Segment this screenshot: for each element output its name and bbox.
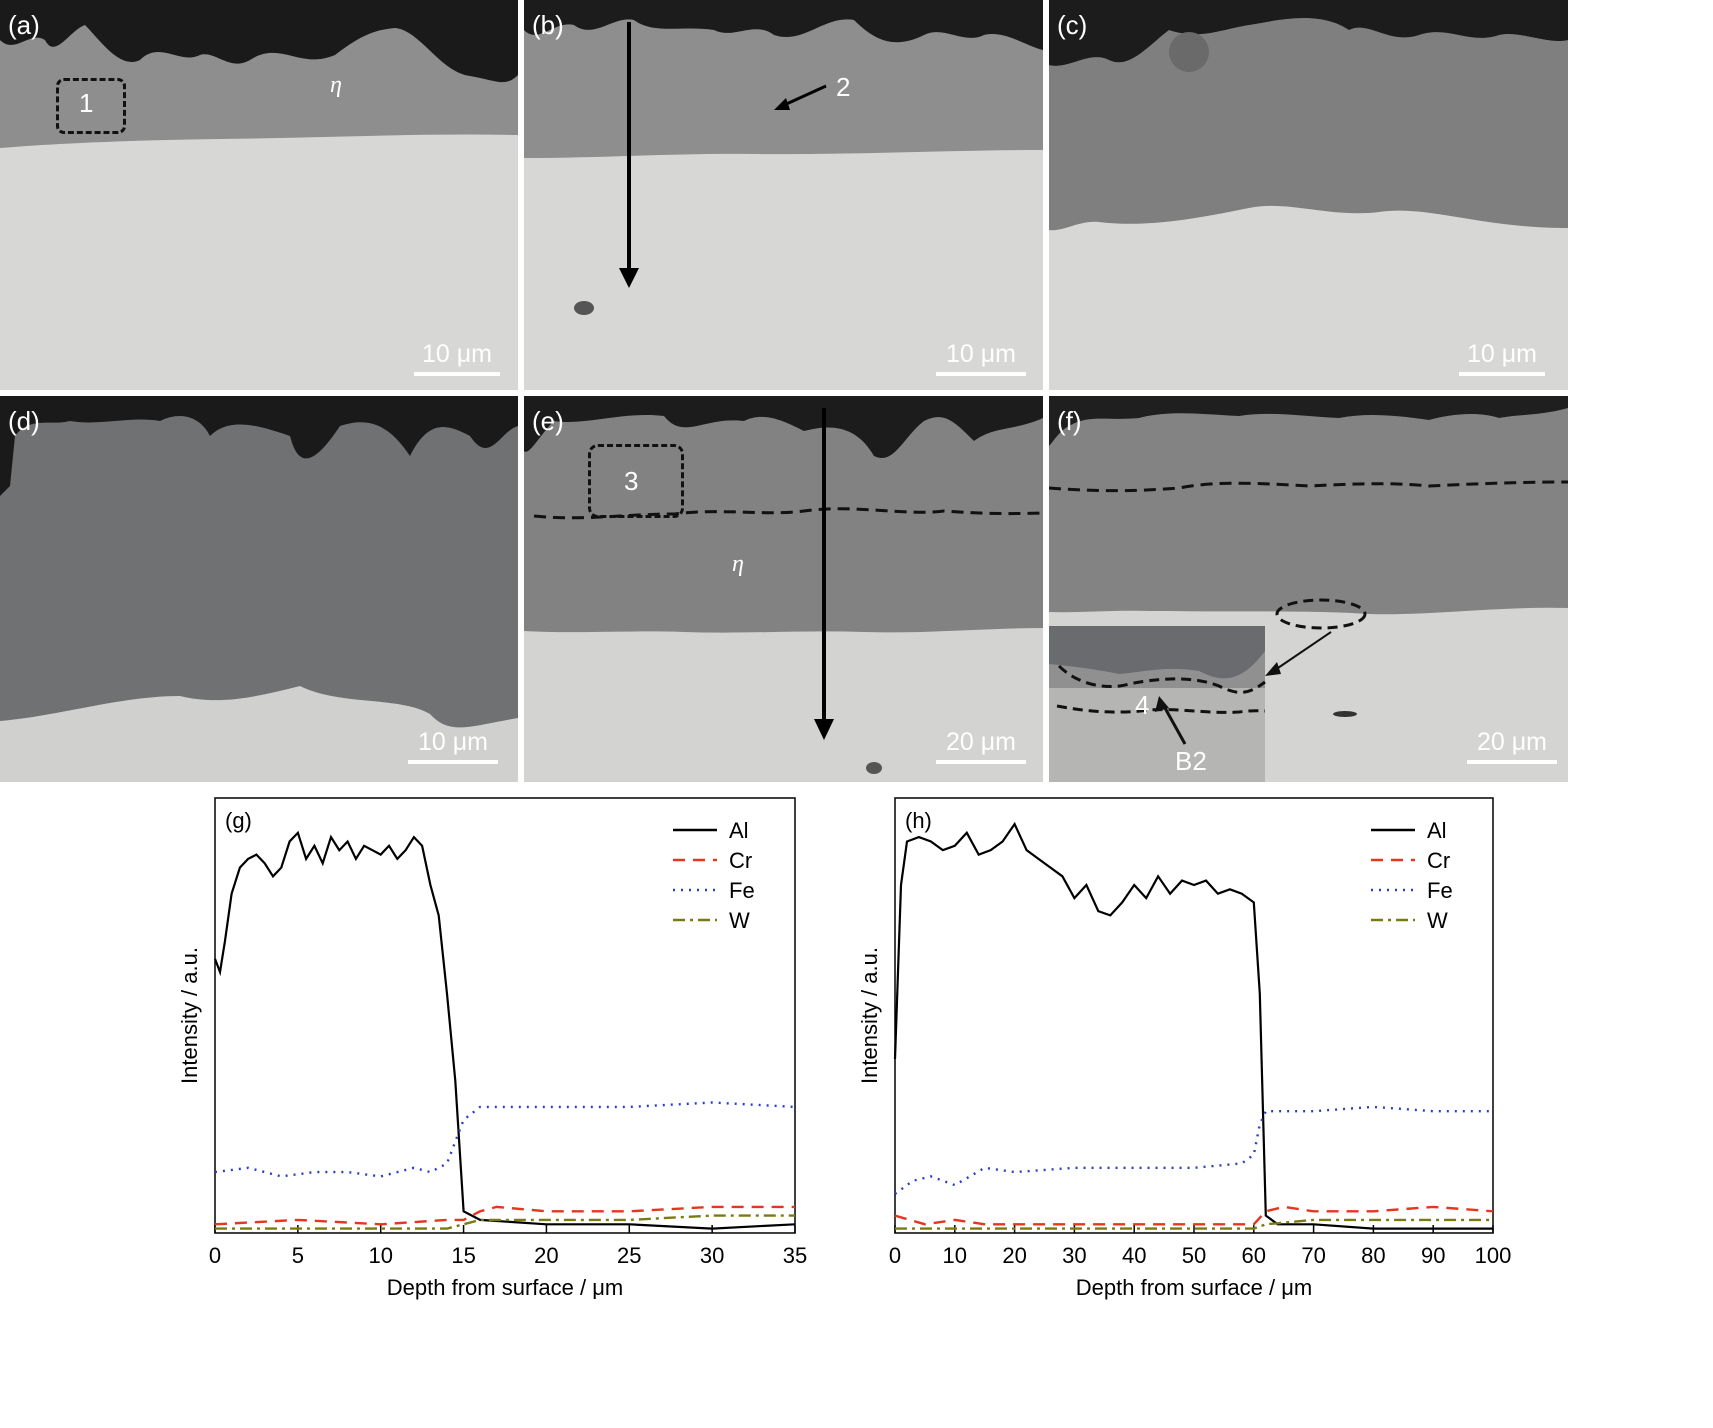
scale-bar-b: 10 μm: [936, 340, 1026, 376]
phase-label-eta: η: [732, 551, 744, 577]
scale-bar-line: [1467, 760, 1557, 764]
scale-bar-f: 20 μm: [1467, 728, 1557, 764]
phase-label-b2: B2: [1175, 746, 1207, 776]
scale-bar-label: 10 μm: [418, 728, 488, 756]
series-line-al: [213, 830, 796, 1230]
x-tick-label: 15: [451, 1243, 475, 1268]
point-number-2: 2: [836, 72, 851, 102]
x-tick-label: 35: [783, 1243, 807, 1268]
x-tick-label: 5: [292, 1243, 304, 1268]
x-tick-label: 80: [1361, 1243, 1385, 1268]
scale-bar-e: 20 μm: [936, 728, 1026, 764]
region-box-1: [56, 78, 126, 134]
sem-image-e: [524, 396, 1043, 782]
legend-label-fe: Fe: [729, 878, 755, 903]
legend-label-cr: Cr: [1427, 848, 1450, 873]
scale-bar-line: [936, 372, 1026, 376]
scale-bar-label: 20 μm: [946, 728, 1016, 756]
panel-label-b: (b): [532, 10, 564, 40]
chart-panel-label: (h): [905, 808, 932, 833]
scale-bar-d: 10 μm: [408, 728, 498, 764]
region-number-1: 1: [79, 88, 94, 118]
x-axis-label: Depth from surface / μm: [1076, 1275, 1312, 1300]
sem-image-b: [524, 0, 1043, 390]
panel-label-c: (c): [1057, 10, 1088, 40]
series-line-w: [215, 1214, 795, 1230]
scale-bar-line: [408, 760, 498, 764]
y-axis-label: Intensity / a.u.: [857, 947, 882, 1084]
sem-panel-b: (b) 2 10 μm: [524, 0, 1043, 390]
panel-label-e: (e): [532, 406, 564, 436]
scale-bar-label: 20 μm: [1477, 728, 1547, 756]
x-tick-label: 0: [889, 1243, 901, 1268]
series-line-fe: [214, 1101, 796, 1178]
chart-panel-label: (g): [225, 808, 252, 833]
sem-panel-e: (e) 3 η 20 μm: [524, 396, 1043, 782]
scale-bar-label: 10 μm: [1467, 340, 1537, 368]
region-number-4: 4: [1135, 690, 1150, 720]
plot-frame: [894, 797, 1494, 1234]
line-chart-g: 0 5 10 15 20 25 30 35 Depth from surface / μm Int…: [180, 797, 807, 1300]
region-number-3: 3: [624, 466, 639, 496]
x-tick-label: 40: [1122, 1243, 1146, 1268]
sem-image-d: [0, 396, 518, 782]
legend-label-w: W: [729, 908, 750, 933]
x-tick-label: 70: [1301, 1243, 1325, 1268]
scale-bar-line: [936, 760, 1026, 764]
x-tick-label: 20: [534, 1243, 558, 1268]
x-tick-label: 25: [617, 1243, 641, 1268]
panel-label-f: (f): [1057, 406, 1082, 436]
sem-image-f: [1049, 396, 1568, 782]
x-tick-label: 30: [700, 1243, 724, 1268]
sem-panel-c: (c) 10 μm: [1049, 0, 1568, 390]
sem-panel-a: (a) 1 η 10 μm: [0, 0, 518, 390]
scale-bar-label: 10 μm: [422, 340, 492, 368]
x-tick-label: 90: [1421, 1243, 1445, 1268]
panel-label-d: (d): [8, 406, 40, 436]
x-axis-label: Depth from surface / μm: [387, 1275, 623, 1300]
legend-label-fe: Fe: [1427, 878, 1453, 903]
y-axis-label: Intensity / a.u.: [180, 947, 202, 1084]
sem-panel-d: (d) 10 μm: [0, 396, 518, 782]
x-tick-label: 60: [1242, 1243, 1266, 1268]
region-box-3: [588, 444, 684, 518]
scale-bar-label: 10 μm: [946, 340, 1016, 368]
series-line-al: [893, 821, 1493, 1230]
plot-frame: [214, 797, 796, 1234]
x-tick-label: 100: [1475, 1243, 1512, 1268]
panel-label-a: (a): [8, 10, 40, 40]
x-tick-label: 50: [1182, 1243, 1206, 1268]
x-tick-label: 10: [943, 1243, 967, 1268]
x-tick-label: 30: [1062, 1243, 1086, 1268]
line-chart-h: 0 10 20 30 40 50 60 70 80 90 100 Depth from surface…: [857, 797, 1512, 1300]
x-tick-label: 20: [1002, 1243, 1026, 1268]
phase-label-eta: η: [330, 72, 342, 98]
sem-panel-f: (f) 4 B2 20 μm: [1049, 396, 1568, 782]
scale-bar-c: 10 μm: [1459, 340, 1545, 376]
series-line-w: [895, 1218, 1493, 1230]
sem-image-c: [1049, 0, 1568, 390]
legend-label-al: Al: [1427, 818, 1447, 843]
legend-label-al: Al: [729, 818, 749, 843]
legend-label-w: W: [1427, 908, 1448, 933]
series-line-cr: [214, 1205, 795, 1226]
scale-bar-line: [414, 372, 500, 376]
sem-image-a: [0, 0, 518, 390]
x-tick-label: 10: [368, 1243, 392, 1268]
series-line-fe: [894, 1105, 1493, 1195]
scale-bar-a: 10 μm: [414, 340, 500, 376]
legend-label-cr: Cr: [729, 848, 752, 873]
series-line-cr: [894, 1205, 1494, 1226]
x-tick-label: 0: [209, 1243, 221, 1268]
scale-bar-line: [1459, 372, 1545, 376]
